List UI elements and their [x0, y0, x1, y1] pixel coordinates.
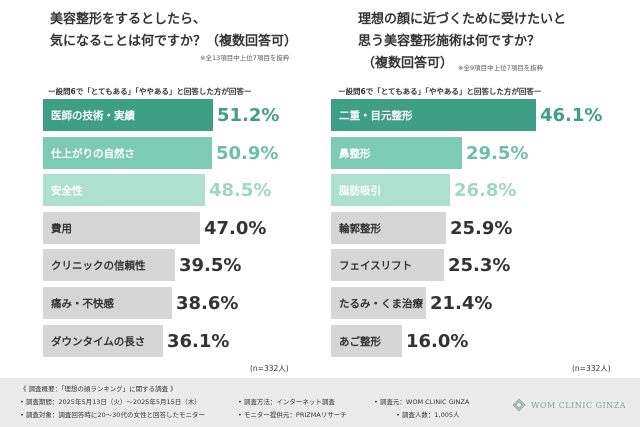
bar-value-label: 29.5% [466, 142, 529, 164]
bar-label: 費用 [51, 222, 72, 235]
bar-3: 脂肪吸引 [331, 174, 450, 206]
right-note: ※全9項目中上位7項目を抜粋 [458, 64, 544, 72]
bar-label: 安全性 [51, 184, 83, 197]
bar-label: 痛み・不快感 [51, 297, 114, 310]
brand-logo: WOM CLINIC GINZA [512, 398, 626, 412]
bar-label: フェイスリフト [339, 259, 413, 272]
bar-6: たるみ・くま治療 [331, 287, 426, 319]
bar-2: 鼻整形 [331, 137, 462, 169]
footer-monitor-provider: • モニター提供元：PRIZMAリサーチ [238, 411, 347, 419]
footer-survey-title: 《 調査概要：「理想の顔ランキング」に関する調査 》 [20, 385, 177, 393]
bar-4: 輪郭整形 [331, 212, 446, 244]
bar-value-label: 39.5% [179, 254, 242, 276]
bar-value-label: 26.8% [454, 179, 517, 201]
right-title-line3: （複数回答可） [362, 56, 454, 71]
right-title-line2: 思う美容整形施術は何ですか？ [358, 34, 541, 49]
bar-value-label: 46.1% [540, 104, 603, 126]
footer-survey-method: • 調査方法：インターネット調査 [238, 398, 335, 406]
bar-value-label: 50.9% [216, 142, 279, 164]
bar-label: 脂肪吸引 [339, 184, 381, 197]
bar-label: あご整形 [339, 335, 381, 348]
footer-survey-source: • 調査元：WOM CLINIC GINZA [374, 398, 470, 406]
right-subhead: ー設問6で「とてもある」「ややある」と回答した方が回答ー [338, 87, 542, 96]
bar-label: たるみ・くま治療 [339, 297, 423, 310]
footer-survey-count: • 調査人数：1,005人 [396, 411, 460, 419]
bar-value-label: 38.6% [176, 292, 239, 314]
bar-label: 医師の技術・実績 [51, 109, 135, 122]
bar-value-label: 48.5% [209, 179, 272, 201]
left-title-line1: 美容整形をするとしたら、 [50, 12, 207, 27]
brand-emblem-icon [512, 398, 526, 412]
left-note: ※全13項目中上位7項目を抜粋 [200, 54, 290, 62]
bar-value-label: 47.0% [204, 217, 267, 239]
left-title-line2: 気になることは何ですか？（複数回答可） [50, 34, 298, 49]
survey-footer: 《 調査概要：「理想の顔ランキング」に関する調査 》 • 調査期間：2025年5… [0, 378, 640, 427]
bar-2: 仕上がりの自然さ [43, 137, 212, 169]
bar-value-label: 51.2% [217, 104, 280, 126]
bar-value-label: 21.4% [430, 292, 493, 314]
brand-name: WOM CLINIC GINZA [531, 400, 626, 410]
left-subhead: ー設問6で「とてもある」「ややある」と回答した方が回答ー [48, 87, 252, 96]
bar-label: 輪郭整形 [339, 222, 381, 235]
bar-value-label: 36.1% [167, 330, 230, 352]
bar-3: 安全性 [43, 174, 205, 206]
bar-label: クリニックの信頼性 [51, 259, 146, 272]
bar-label: 仕上がりの自然さ [51, 147, 135, 160]
bar-7: あご整形 [331, 325, 402, 357]
left-n-label: (n=332人) [250, 364, 289, 373]
bar-value-label: 25.3% [448, 254, 511, 276]
bar-6: 痛み・不快感 [43, 287, 172, 319]
bar-5: クリニックの信頼性 [43, 249, 175, 281]
bar-1: 医師の技術・実績 [43, 99, 213, 131]
bar-1: 二重・目元整形 [331, 99, 536, 131]
bar-label: ダウンタイムの長さ [51, 335, 146, 348]
right-title-line1: 理想の顔に近づくために受けたいと [358, 12, 567, 27]
bar-7: ダウンタイムの長さ [43, 325, 163, 357]
footer-survey-target: • 調査対象：調査回答時に20〜30代の女性と回答したモニター [20, 411, 205, 419]
right-n-label: (n=332人) [572, 364, 611, 373]
bar-value-label: 25.9% [450, 217, 513, 239]
bar-5: フェイスリフト [331, 249, 444, 281]
bar-label: 鼻整形 [339, 147, 371, 160]
bar-value-label: 16.0% [406, 330, 469, 352]
bar-4: 費用 [43, 212, 200, 244]
footer-survey-period: • 調査期間：2025年5月13日（火）〜2025年5月15日（木） [20, 398, 201, 406]
bar-label: 二重・目元整形 [339, 109, 413, 122]
